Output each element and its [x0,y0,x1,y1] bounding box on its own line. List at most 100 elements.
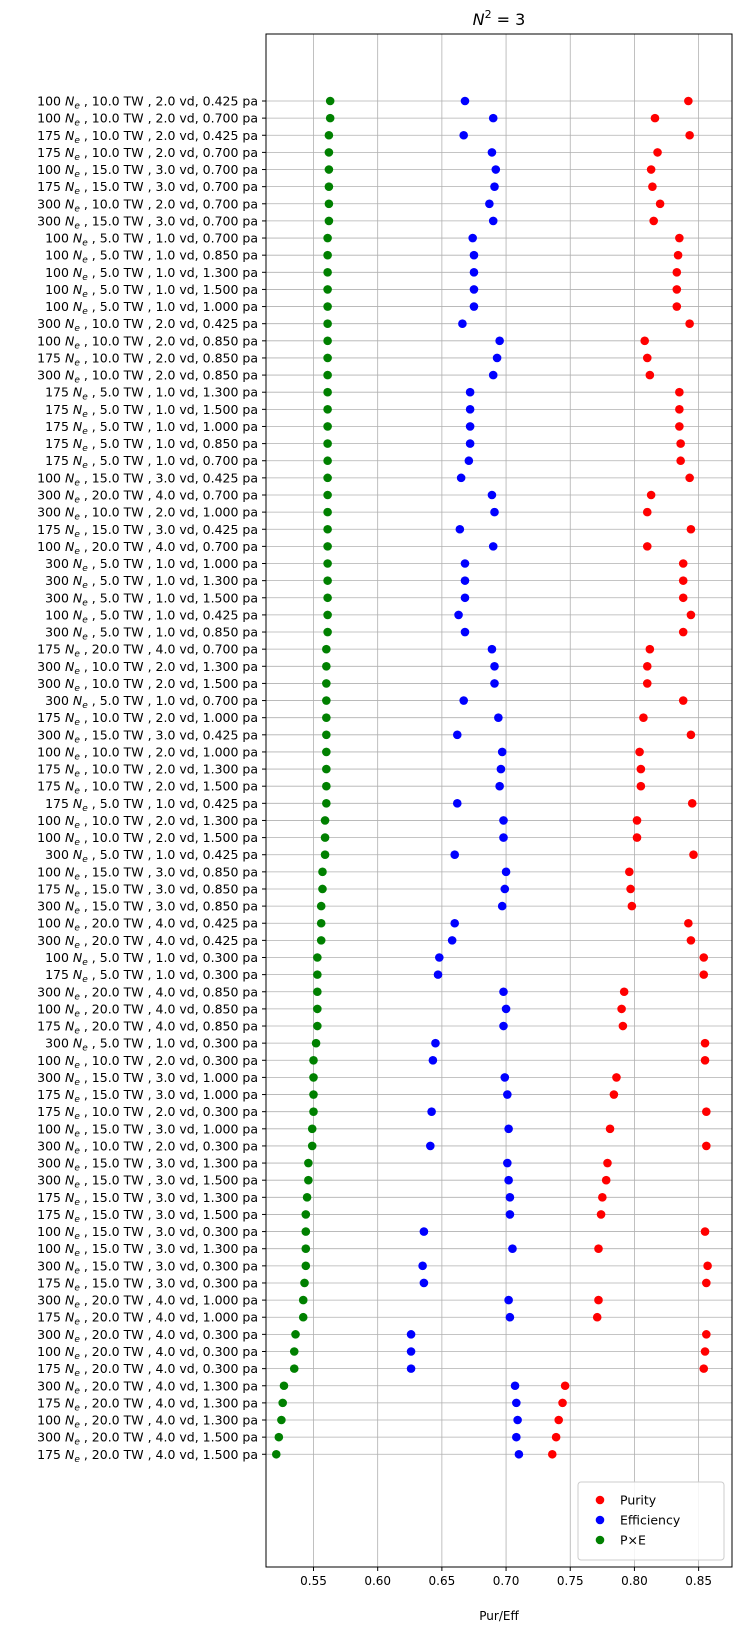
point-efficiency [501,1004,511,1014]
point-purity [612,1073,621,1082]
y-label-rest: , 20.0 TW , 4.0 vd, 0.300 pa [80,1327,258,1342]
y-label-ne-sub: e [74,153,80,163]
point-pxe [278,1398,287,1408]
point-pxe [322,679,331,688]
y-label-count: 100 [37,813,65,828]
y-label-count: 175 [45,453,73,468]
point-pxe [309,1055,318,1065]
y-label-rest: , 20.0 TW , 4.0 vd, 1.300 pa [80,1413,258,1428]
y-tick-label: 100 Ne , 10.0 TW , 2.0 vd, 0.425 pa [37,94,258,112]
point-pxe [323,370,332,380]
point-pxe [323,473,332,483]
y-tick-label: 300 Ne , 15.0 TW , 3.0 vd, 0.300 pa [37,1258,258,1276]
y-label-ne: N [65,111,75,126]
y-label-ne-sub: e [74,650,80,660]
point-efficiency [488,542,498,551]
point-efficiency [468,233,477,243]
y-tick-label: 175 Ne , 15.0 TW , 3.0 vd, 0.425 pa [37,522,258,540]
point-pxe [322,764,331,774]
x-tick-label: 0.70 [493,1574,520,1588]
y-label-ne-sub: e [74,119,80,129]
y-label-ne-sub: e [82,975,88,985]
y-label-ne: N [65,1430,75,1445]
y-label-ne: N [65,316,75,331]
point-pxe [277,1415,286,1425]
point-efficiency [490,182,499,191]
y-tick-label: 300 Ne , 10.0 TW , 2.0 vd, 1.300 pa [37,659,258,677]
y-label-ne: N [65,213,75,228]
point-pxe [322,696,331,705]
y-tick-label: 175 Ne , 10.0 TW , 2.0 vd, 0.850 pa [37,350,258,368]
y-label-rest: , 5.0 TW , 1.0 vd, 0.300 pa [88,1036,258,1051]
data-points [271,96,712,1459]
y-label-ne-sub: e [74,684,80,694]
y-tick-label: 100 Ne , 10.0 TW , 2.0 vd, 1.000 pa [37,744,258,762]
point-pxe [323,405,332,414]
y-label-count: 100 [37,1241,65,1256]
point-efficiency [450,850,460,860]
y-label-ne-sub: e [74,941,80,951]
y-tick-label: 300 Ne , 10.0 TW , 2.0 vd, 1.500 pa [37,676,258,694]
y-tick-label: 175 Ne , 5.0 TW , 1.0 vd, 0.700 pa [45,453,258,471]
point-purity [703,1261,712,1271]
y-label-rest: , 20.0 TW , 4.0 vd, 1.000 pa [80,1293,258,1308]
y-label-ne-sub: e [74,770,80,780]
legend-label-pxe: P×E [620,1533,646,1548]
point-efficiency [450,918,460,928]
y-label-count: 300 [45,847,73,862]
y-tick-label: 175 Ne , 5.0 TW , 1.0 vd, 0.300 pa [45,967,258,985]
point-efficiency [469,250,479,260]
title-superscript: 2 [485,8,492,21]
point-efficiency [433,970,443,979]
y-label-ne-sub: e [82,427,88,437]
point-efficiency [406,1330,416,1339]
y-label-count: 300 [37,1156,65,1171]
point-purity [632,816,642,825]
point-pxe [323,250,332,260]
y-label-ne-sub: e [82,290,88,300]
point-pxe [322,661,331,671]
point-pxe [323,627,332,637]
point-pxe [309,1073,318,1082]
y-label-ne: N [65,1224,75,1239]
point-purity [642,507,652,517]
point-efficiency [428,1055,438,1065]
point-efficiency [491,165,501,174]
y-label-ne: N [73,573,83,588]
y-label-rest: , 5.0 TW , 1.0 vd, 1.300 pa [88,573,258,588]
y-tick-label: 100 Ne , 10.0 TW , 2.0 vd, 1.300 pa [37,813,258,831]
y-label-ne: N [65,659,75,674]
point-efficiency [454,610,463,620]
point-efficiency [426,1141,435,1151]
legend-marker-efficiency [595,1515,605,1525]
y-label-count: 100 [45,950,73,965]
y-label-count: 175 [37,1104,65,1119]
y-tick-label: 300 Ne , 5.0 TW , 1.0 vd, 0.300 pa [45,1036,258,1054]
y-label-rest: , 10.0 TW , 2.0 vd, 1.500 pa [80,676,258,691]
y-label-rest: , 15.0 TW , 3.0 vd, 1.300 pa [80,1241,258,1256]
x-axis-label: Pur/Eff [479,1609,519,1623]
y-label-ne: N [65,1104,75,1119]
y-label-ne-sub: e [74,1009,80,1019]
y-label-ne-sub: e [74,187,80,197]
y-tick-label: 300 Ne , 10.0 TW , 2.0 vd, 1.000 pa [37,505,258,523]
y-label-ne-sub: e [82,701,88,711]
y-label-ne-sub: e [74,547,80,557]
y-label-count: 175 [37,350,65,365]
point-purity [642,679,652,688]
y-label-ne: N [65,933,75,948]
point-pxe [298,1312,308,1322]
y-label-count: 100 [45,299,73,314]
point-efficiency [465,422,475,431]
point-purity [699,1364,709,1373]
point-pxe [316,918,326,928]
point-efficiency [427,1107,436,1116]
y-tick-label: 300 Ne , 15.0 TW , 3.0 vd, 0.700 pa [37,213,258,231]
y-label-ne: N [73,556,83,571]
point-purity [646,490,656,500]
y-tick-label: 175 Ne , 5.0 TW , 1.0 vd, 1.500 pa [45,402,258,420]
point-pxe [298,1295,308,1305]
y-label-ne-sub: e [74,1164,80,1174]
y-label-ne-sub: e [74,1095,80,1105]
y-tick-label: 175 Ne , 10.0 TW , 2.0 vd, 1.000 pa [37,710,258,728]
